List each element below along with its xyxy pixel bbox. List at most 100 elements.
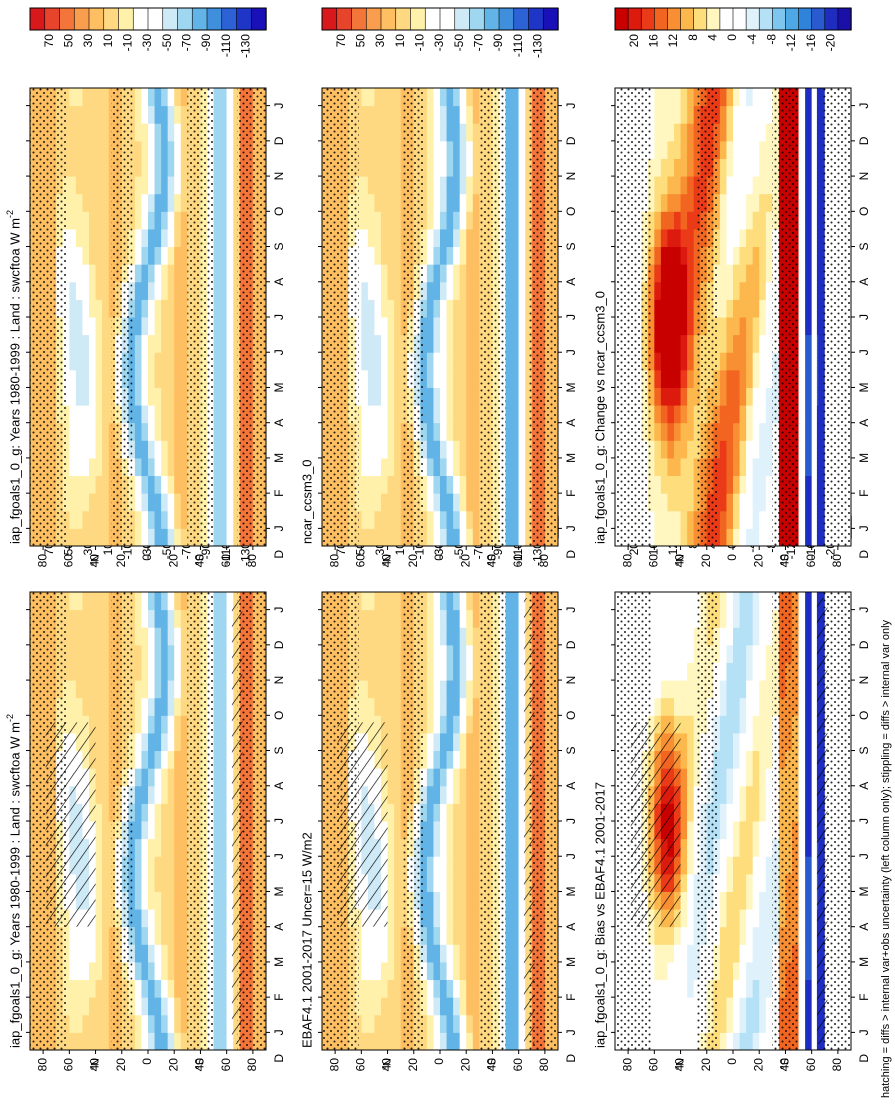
p5-cell: [472, 228, 480, 248]
p5-cell: [512, 211, 520, 230]
p2-cell: [446, 1014, 454, 1033]
p4-cell: [233, 334, 241, 353]
p5-cell: [525, 140, 533, 159]
p4-colorbar-label: -90: [199, 34, 213, 52]
p1-cell: [134, 891, 142, 910]
p1-cell: [213, 680, 221, 699]
p3-cell: [687, 732, 695, 752]
p1-cell: [174, 750, 182, 769]
p4-cell: [69, 422, 77, 441]
p5-cell: [453, 475, 461, 494]
p4-cell: [167, 528, 175, 547]
p1-cell: [154, 662, 162, 681]
p5-cell: [512, 457, 520, 477]
p5-cell: [505, 422, 513, 441]
p2-cell: [505, 592, 513, 611]
p4-cell: [69, 281, 77, 300]
p3-cell: [805, 609, 813, 628]
p5-cell: [361, 281, 369, 300]
p3-cell: [654, 944, 662, 963]
p2-cell: [512, 627, 520, 646]
p4-colorbar-swatch: [103, 7, 120, 31]
p3-cell: [667, 609, 675, 628]
p1-cell: [82, 662, 90, 681]
p2-cell: [387, 609, 395, 628]
p3-cell: [733, 785, 741, 804]
p2-cell: [512, 680, 520, 699]
p5-cell: [426, 475, 434, 494]
p3-colorbar-label: -8: [765, 542, 779, 553]
p4-cell: [220, 422, 228, 441]
p4-cell: [102, 228, 110, 248]
p5-cell: [381, 140, 389, 159]
p2-cell: [505, 785, 513, 804]
p4-cell: [69, 387, 77, 406]
p1-cell: [154, 838, 162, 857]
p2-title: EBAF4.1 2001-2017 Uncer=15 W/m2: [299, 832, 314, 1048]
p2-cell: [367, 697, 375, 716]
p3-cell: [667, 961, 675, 981]
p3-cell: [746, 1032, 754, 1051]
p1-cell: [213, 909, 221, 928]
p3-cell: [719, 979, 727, 998]
p5-cell: [453, 140, 461, 159]
p4-cell: [69, 193, 77, 212]
p2-cell: [446, 627, 454, 646]
p3-cell: [752, 768, 760, 787]
p2-cell: [459, 803, 467, 822]
p3-cell: [733, 697, 741, 716]
p4-month-label: N: [272, 172, 286, 181]
p2-colorbar-label: -130: [531, 542, 545, 566]
p1-cell: [89, 997, 97, 1016]
p3-cell: [752, 1014, 760, 1033]
p3-cell: [746, 715, 754, 734]
p2-cell: [472, 891, 480, 910]
p4-cell: [180, 228, 188, 248]
p1-cell: [134, 979, 142, 998]
p3-cell: [739, 732, 747, 752]
p2-cell: [361, 944, 369, 963]
p1-cell: [174, 768, 182, 787]
p2-cell: [466, 1014, 474, 1033]
p1-cell: [95, 644, 103, 663]
p4-cell: [167, 387, 175, 406]
p2-cell: [446, 680, 454, 699]
p1-cell: [180, 785, 188, 804]
p4-cell: [213, 193, 221, 212]
p5-cell: [387, 387, 395, 406]
p1-cell: [69, 609, 77, 628]
p3-cell: [687, 644, 695, 663]
p3-cell: [733, 592, 741, 611]
p1-cell: [220, 644, 228, 663]
p2-cell: [433, 821, 441, 840]
p5-cell: [426, 299, 434, 318]
p3-cell: [752, 750, 760, 769]
p4-cell: [95, 475, 103, 494]
p5-cell: [387, 176, 395, 195]
p3-cell: [805, 750, 813, 769]
p5-cell: [433, 281, 441, 300]
p2-cell: [459, 785, 467, 804]
p5-cell: [505, 158, 513, 177]
p5-cell: [512, 369, 520, 388]
p4-cell: [95, 281, 103, 300]
p3-cell: [759, 926, 767, 945]
p4-cell: [233, 405, 241, 424]
p5-cell: [472, 510, 480, 529]
p1-cell: [167, 697, 175, 716]
p4-cell: [154, 264, 162, 283]
p5-cell: [426, 440, 434, 459]
p4-cell: [95, 369, 103, 388]
p4-lat-label: 20: [114, 554, 128, 568]
p2-cell: [387, 715, 395, 734]
p1-cell: [102, 1014, 110, 1033]
p5-cell: [525, 352, 533, 371]
p2-cell: [387, 856, 395, 875]
p3-cell: [719, 644, 727, 663]
p3-cell: [674, 697, 682, 716]
p4-cell: [95, 193, 103, 212]
p3-cell: [733, 1014, 741, 1033]
p4-cell: [69, 158, 77, 177]
p4-cell: [180, 211, 188, 230]
p1-cell: [75, 944, 83, 963]
